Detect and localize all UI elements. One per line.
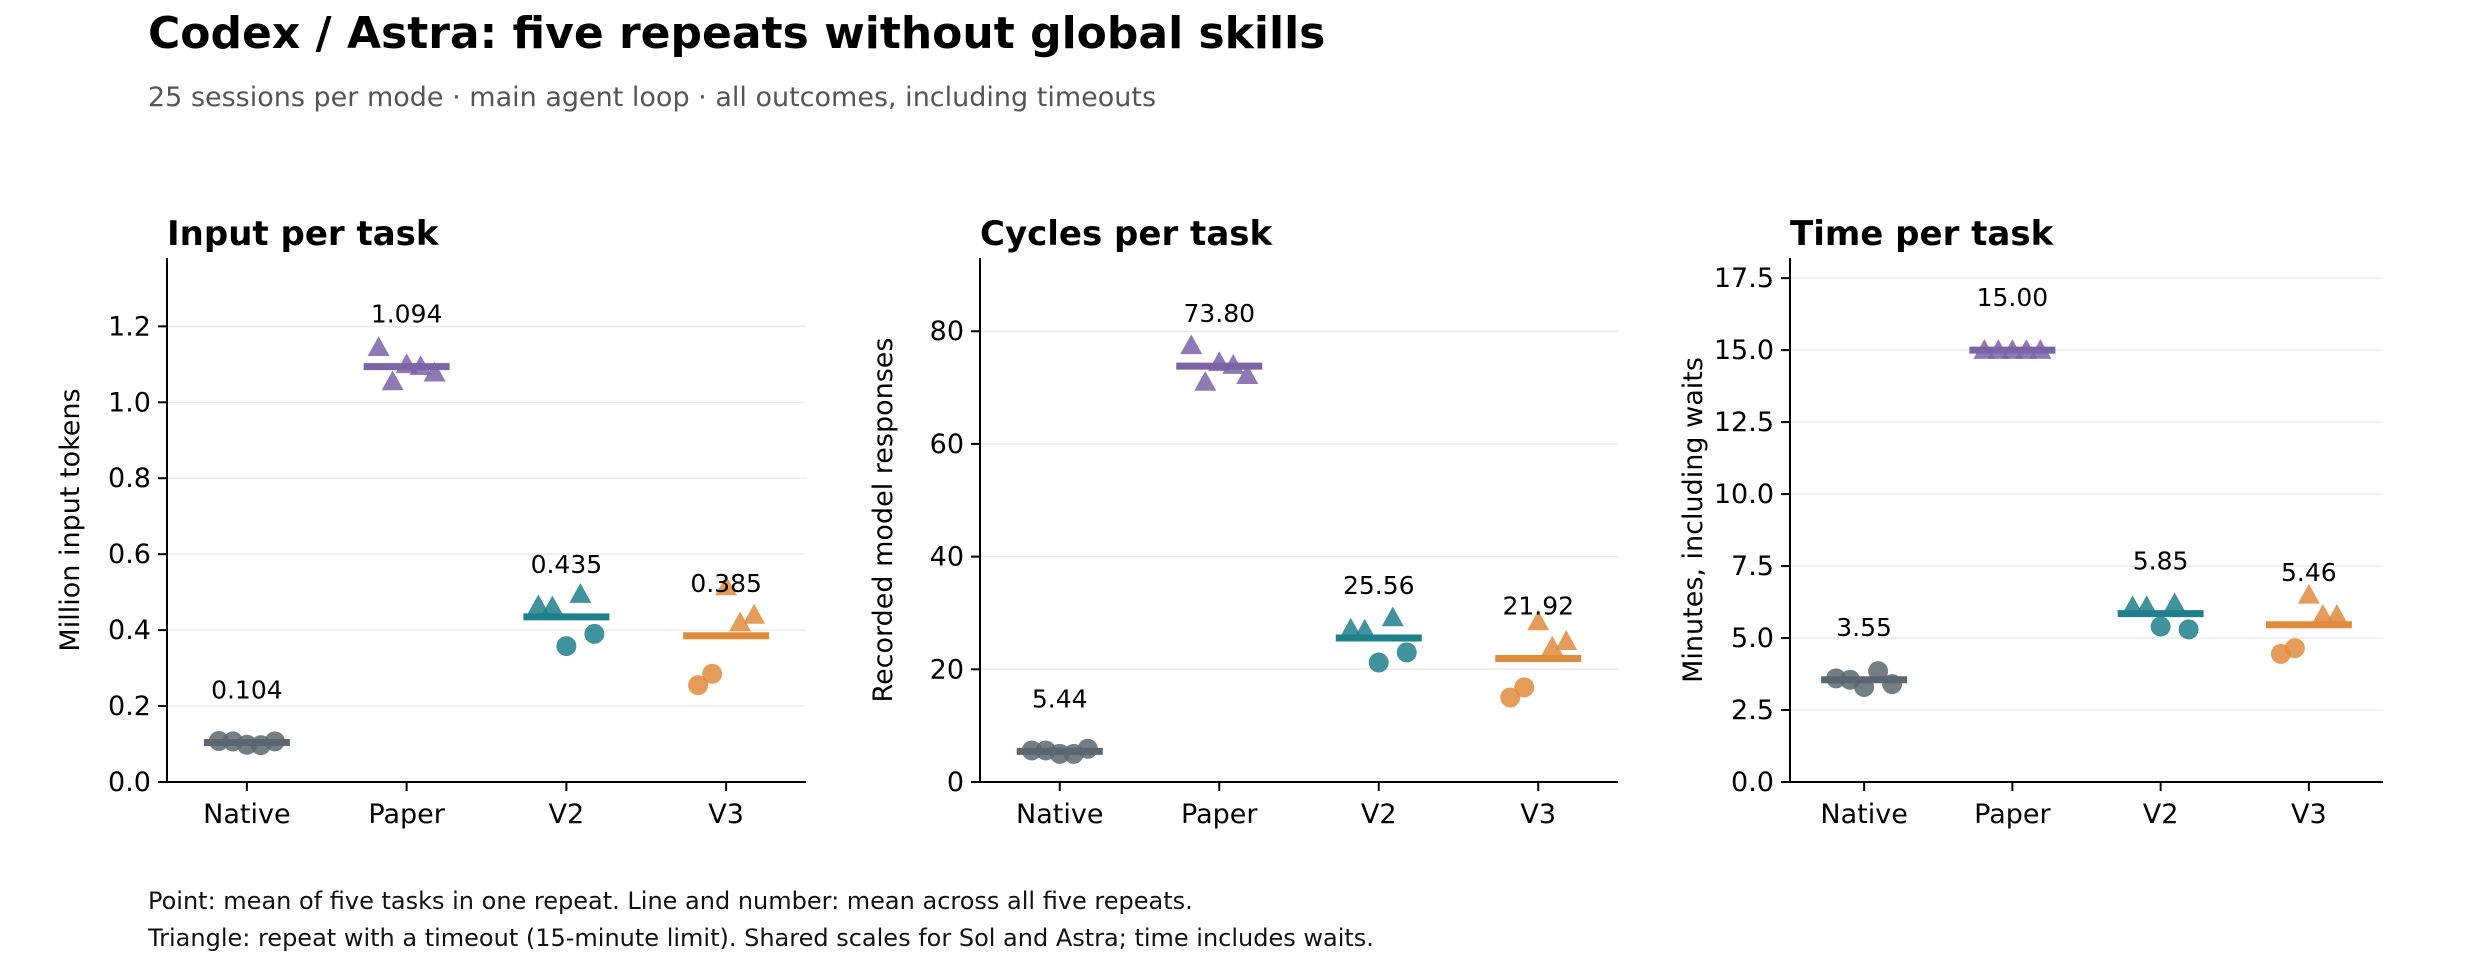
panel-title: Input per task: [167, 214, 440, 254]
chart-panel-3: 0.0 2.5 5.0 7.5 10.0 12.5 15.0 17.5 Native Paper V…: [1678, 214, 2383, 830]
x-tick-label: Paper: [1974, 799, 2051, 830]
y-tick-label: 0: [947, 767, 964, 798]
y-axis-label: Million input tokens: [55, 388, 86, 651]
mean-label: 1.094: [371, 300, 443, 329]
footnote-points: Point: mean of five tasks in one repeat.…: [148, 887, 1193, 915]
y-tick-label: 0.0: [108, 767, 151, 798]
repeat-point: [2150, 616, 2171, 637]
repeat-point-timeout: [729, 611, 752, 632]
y-tick-label: 1.0: [108, 387, 151, 418]
mean-label: 0.435: [531, 550, 603, 579]
mean-label: 5.46: [2281, 558, 2337, 587]
repeat-point: [1514, 677, 1535, 698]
repeat-point: [1368, 652, 1389, 673]
x-tick-label: V2: [1361, 799, 1397, 830]
chart-panel-2: 0 20 40 60 80 Native Paper V2 V3 Cycles per task R…: [868, 214, 1618, 830]
mean-label: 25.56: [1343, 571, 1415, 600]
y-tick-label: 0.6: [108, 539, 151, 570]
repeat-point: [2284, 638, 2305, 659]
repeat-point-timeout: [715, 575, 738, 596]
chart-panel-1: 0.0 0.2 0.4 0.6 0.8 1.0 1.2 Native Paper V2 V3 Inpu…: [55, 214, 806, 830]
repeat-point-timeout: [743, 603, 766, 624]
y-tick-label: 15.0: [1714, 335, 1774, 366]
x-tick-label: Native: [1016, 799, 1103, 830]
repeat-point-timeout: [1381, 606, 1404, 627]
mean-label: 5.85: [2133, 547, 2189, 576]
repeat-point-timeout: [569, 583, 592, 603]
y-tick-label: 0.0: [1731, 767, 1774, 798]
repeat-point-timeout: [2311, 604, 2334, 624]
repeat-point-timeout: [1194, 370, 1217, 391]
panel-title: Time per task: [1790, 214, 2055, 254]
repeat-point-timeout: [1527, 610, 1550, 631]
repeat-point-timeout: [367, 336, 390, 357]
y-tick-label: 5.0: [1731, 623, 1774, 654]
repeat-point: [2178, 619, 2199, 640]
y-tick-label: 1.2: [108, 311, 151, 342]
footnotes: Point: mean of five tasks in one repeat.…: [148, 883, 1374, 957]
x-tick-label: V2: [549, 799, 585, 830]
y-tick-label: 17.5: [1714, 263, 1774, 294]
x-tick-label: Native: [203, 799, 290, 830]
repeat-point-timeout: [1555, 630, 1578, 650]
y-tick-label: 60: [930, 429, 964, 460]
y-tick-label: 80: [930, 316, 964, 347]
repeat-point: [1500, 687, 1521, 708]
mean-label: 0.385: [690, 569, 762, 598]
mean-label: 15.00: [1977, 283, 2049, 312]
repeat-point-timeout: [2297, 583, 2320, 604]
x-tick-label: Paper: [1181, 799, 1258, 830]
y-tick-label: 0.8: [108, 463, 151, 494]
repeat-point-timeout: [541, 595, 564, 616]
repeat-point-timeout: [2325, 604, 2348, 624]
y-tick-label: 10.0: [1714, 479, 1774, 510]
x-tick-label: V3: [1520, 799, 1556, 830]
repeat-point-timeout: [1541, 635, 1564, 656]
x-tick-label: V2: [2143, 799, 2179, 830]
y-tick-label: 40: [930, 542, 964, 573]
repeat-point-timeout: [1339, 617, 1362, 638]
repeat-point: [688, 675, 709, 696]
page-title: Codex / Astra: five repeats without glob…: [148, 8, 1326, 59]
y-tick-label: 0.2: [108, 691, 151, 722]
repeat-point: [584, 623, 605, 644]
repeat-point-timeout: [2163, 592, 2186, 613]
repeat-point: [556, 636, 577, 657]
repeat-point-timeout: [1180, 334, 1203, 355]
y-tick-label: 20: [930, 654, 964, 685]
y-tick-label: 2.5: [1731, 695, 1774, 726]
repeat-point-timeout: [527, 594, 550, 615]
repeat-point-timeout: [423, 361, 446, 382]
y-tick-label: 7.5: [1731, 551, 1774, 582]
mean-label: 3.55: [1836, 613, 1892, 642]
repeat-point: [1868, 661, 1889, 682]
y-tick-label: 0.4: [108, 615, 151, 646]
mean-label: 73.80: [1183, 299, 1255, 328]
page-subtitle: 25 sessions per mode · main agent loop ·…: [148, 82, 1157, 113]
x-tick-label: Paper: [368, 799, 445, 830]
y-tick-label: 12.5: [1714, 407, 1774, 438]
x-tick-label: V3: [708, 799, 744, 830]
repeat-point: [702, 663, 723, 684]
panel-title: Cycles per task: [980, 214, 1273, 254]
x-tick-label: V3: [2291, 799, 2327, 830]
x-tick-label: Native: [1820, 799, 1907, 830]
repeat-point-timeout: [381, 370, 404, 391]
mean-label: 21.92: [1502, 591, 1574, 620]
mean-label: 0.104: [211, 676, 283, 705]
mean-label: 5.44: [1032, 684, 1088, 713]
footnote-triangles: Triangle: repeat with a timeout (15-minu…: [148, 924, 1374, 952]
repeat-point-timeout: [1236, 364, 1259, 384]
y-axis-label: Recorded model responses: [868, 338, 899, 703]
repeat-point-timeout: [1353, 618, 1376, 639]
repeat-point: [1396, 642, 1417, 663]
y-axis-label: Minutes, including waits: [1678, 357, 1709, 683]
